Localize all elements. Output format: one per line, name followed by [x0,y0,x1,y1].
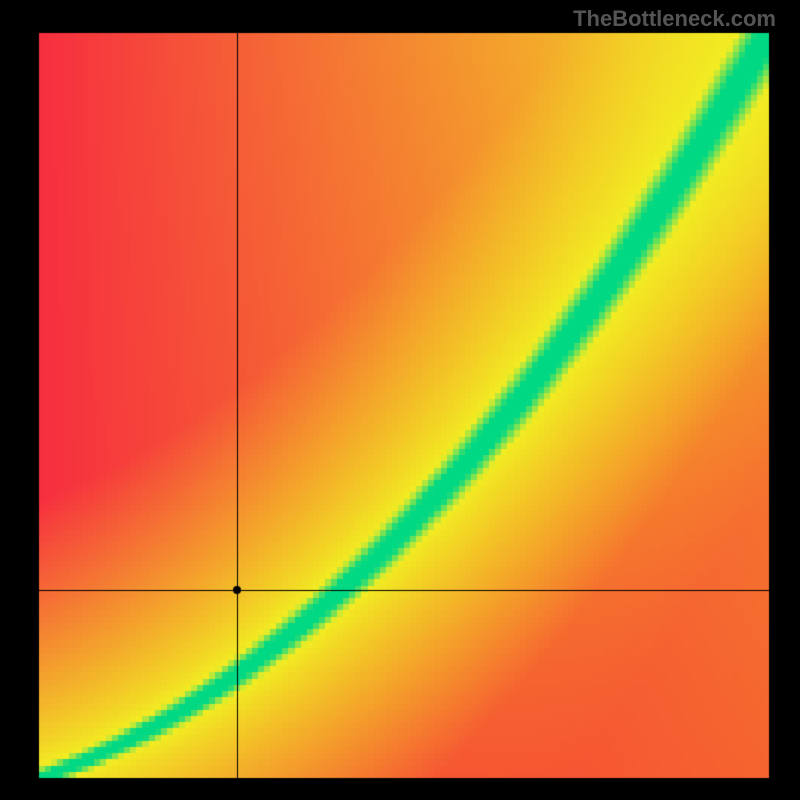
watermark-text: TheBottleneck.com [573,6,776,32]
chart-stage: TheBottleneck.com [0,0,800,800]
bottleneck-heatmap [0,0,800,800]
